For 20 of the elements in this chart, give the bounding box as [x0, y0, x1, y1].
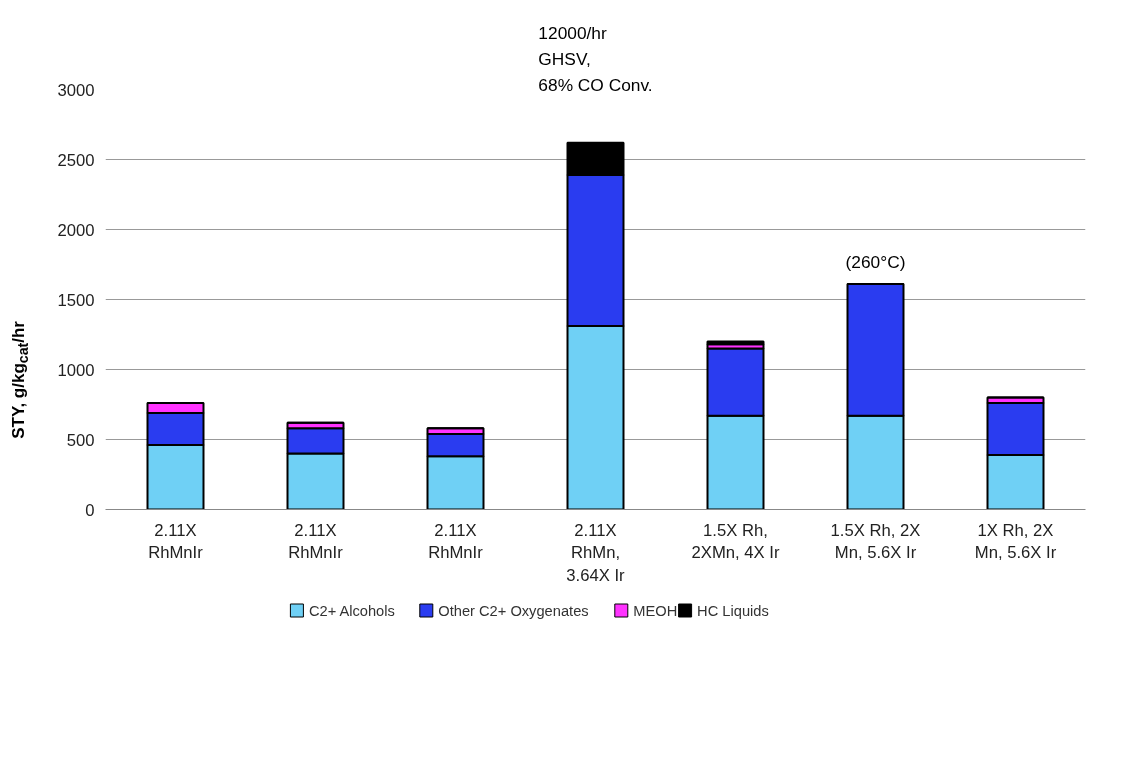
x-tick-label: 1.5X Rh, 2X Mn, 5.6X Ir [830, 520, 921, 563]
y-tick-label: 0 [85, 500, 95, 520]
y-tick-label: 2500 [57, 150, 95, 170]
x-tick-label: 2.11X RhMnIr [428, 520, 484, 563]
legend-label: Other C2+ Oxygenates [438, 602, 589, 619]
legend-label: HC Liquids [697, 602, 769, 619]
annotation: (260°C) [845, 252, 906, 273]
y-tick-label: 2000 [57, 220, 95, 240]
annotation: 12000/hr GHSV, 68% CO Conv. [538, 22, 653, 95]
x-tick-label: 2.11X RhMn, 3.64X Ir [566, 520, 626, 586]
x-tick-label: 1.5X Rh, 2XMn, 4X Ir [691, 520, 780, 563]
y-tick-label: 1000 [57, 360, 95, 380]
y-tick-label: 1500 [57, 290, 95, 310]
x-tick-label: 2.11X RhMnIr [148, 520, 204, 563]
y-tick-label: 3000 [57, 80, 95, 100]
x-tick-label: 1X Rh, 2X Mn, 5.6X Ir [974, 520, 1057, 563]
y-tick-label: 500 [66, 430, 95, 450]
legend-label: MEOH [633, 602, 678, 619]
x-tick-label: 2.11X RhMnIr [288, 520, 344, 563]
legend-label: C2+ Alcohols [308, 602, 395, 619]
